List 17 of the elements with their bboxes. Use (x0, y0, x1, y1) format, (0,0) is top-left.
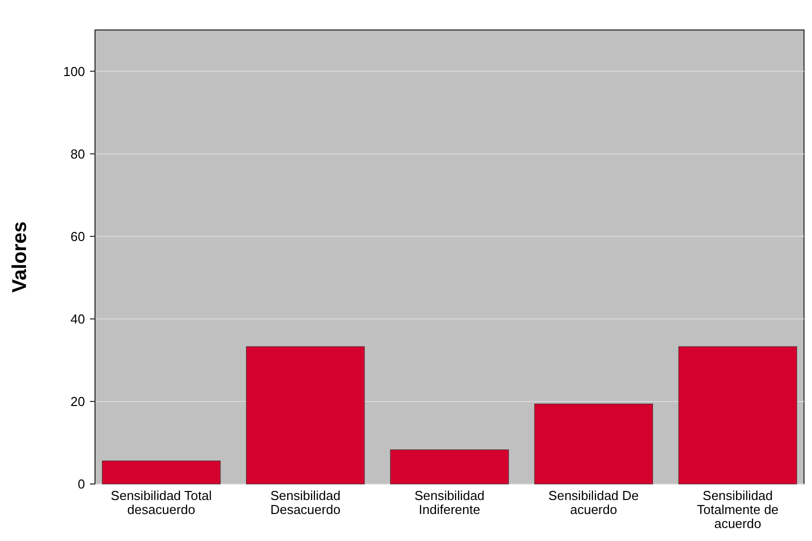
x-tick-label: Sensibilidad Indiferente (414, 488, 485, 517)
x-tick-label: Sensibilidad Totalmente de acuerdo (696, 488, 779, 531)
y-tick-label: 60 (70, 228, 85, 244)
y-tick-label: 20 (70, 394, 85, 410)
y-tick-label: 0 (78, 476, 85, 492)
x-tick-label: Sensibilidad De acuerdo (548, 488, 639, 517)
y-tick-label: 100 (63, 64, 85, 79)
x-tick-label: Sensibilidad Desacuerdo (270, 488, 340, 517)
y-tick-label: 40 (70, 311, 85, 326)
x-tick-label: Sensibilidad Total desacuerdo (110, 488, 212, 517)
bar (102, 460, 221, 484)
bar (246, 346, 365, 484)
bar (390, 449, 509, 484)
y-tick-label: 80 (70, 146, 85, 162)
bar (678, 346, 798, 484)
y-axis-title: Valores (9, 221, 31, 293)
bar (534, 404, 653, 484)
